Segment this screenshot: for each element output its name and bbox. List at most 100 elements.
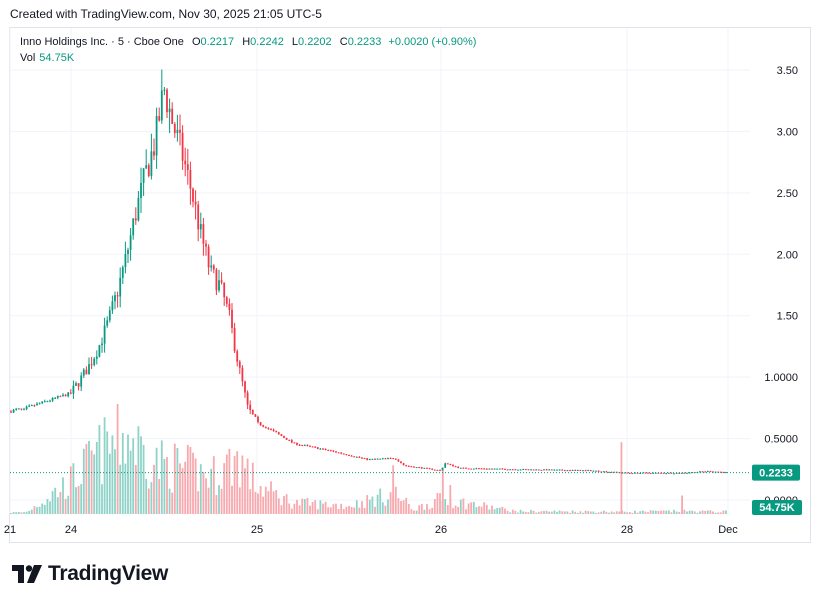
candle-body	[64, 394, 67, 397]
candle-body	[251, 410, 254, 415]
candle-body	[348, 455, 350, 457]
candle-body	[28, 405, 31, 407]
volume-bar	[207, 487, 210, 514]
candle-body	[686, 472, 688, 474]
volume-bar	[121, 433, 124, 514]
volume-bar	[623, 511, 626, 514]
volume-bar	[558, 510, 561, 514]
volume-bar	[683, 509, 686, 514]
x-axis[interactable]: 21 24 25 26 28 Dec	[4, 524, 738, 536]
volume-bar	[33, 506, 36, 514]
legend-open-value: 0.2217	[200, 36, 235, 48]
candle-body	[582, 470, 584, 472]
volume-bar	[10, 513, 12, 514]
volume-bar	[626, 512, 629, 514]
volume-bar	[324, 501, 327, 514]
volume-bar	[691, 510, 694, 514]
volume-bar	[280, 505, 283, 514]
volume-bar	[51, 491, 54, 514]
volume-bar	[46, 499, 49, 514]
volume-bar	[641, 510, 644, 514]
volume-bar	[322, 503, 324, 514]
y-tick-label: 0.5000	[764, 434, 798, 446]
candle-body	[587, 470, 590, 472]
volume-bar	[301, 498, 304, 514]
candle-body	[277, 432, 280, 435]
x-tick-label: 24	[65, 524, 77, 536]
candle-body	[498, 468, 501, 470]
volume-bar	[712, 511, 714, 514]
volume-bar	[270, 481, 272, 514]
volume-bar	[189, 446, 192, 514]
legend-low-value: 0.2202	[298, 36, 332, 48]
volume-bar	[667, 510, 670, 514]
candle-body	[527, 469, 530, 471]
volume-bar	[147, 488, 150, 514]
candle-body	[340, 452, 343, 454]
candle-body	[215, 269, 218, 291]
candle-body	[465, 467, 467, 469]
volume-bar	[561, 511, 564, 514]
volume-bar	[662, 510, 665, 514]
volume-bar	[485, 504, 488, 514]
volume-legend: Vol 54.75K	[20, 52, 74, 64]
candle-body	[363, 458, 366, 460]
volume-bar	[384, 505, 387, 514]
volume-bar	[212, 456, 215, 514]
volume-bar	[688, 510, 691, 514]
candle-body	[657, 472, 660, 474]
volume-bar	[111, 435, 114, 514]
volume-bar	[426, 504, 428, 514]
volume-bar	[12, 512, 15, 514]
tradingview-logo[interactable]: TradingView	[12, 562, 168, 586]
volume-bar	[205, 478, 207, 514]
candle-body	[342, 453, 345, 455]
candle-body	[415, 467, 418, 469]
volume-bar	[54, 487, 57, 514]
volume-bar	[587, 511, 590, 514]
volume-spike	[620, 442, 623, 514]
volume-bar	[366, 495, 369, 514]
last-price-badge-text: 0.2233	[759, 468, 793, 480]
candle-body	[706, 471, 709, 473]
volume-bar	[155, 447, 158, 514]
candle-body	[303, 445, 306, 447]
volume-bar	[644, 511, 647, 514]
volume-bar	[522, 511, 525, 514]
volume-bar	[519, 509, 522, 514]
candle-body	[433, 469, 436, 471]
volume-bar	[314, 500, 317, 514]
volume-bar	[686, 511, 688, 514]
volume-bar	[150, 482, 153, 514]
volume-bar	[405, 497, 408, 514]
candle-body	[192, 188, 194, 202]
candle-body	[127, 249, 129, 254]
volume-bar	[303, 499, 306, 514]
candle-body	[233, 327, 236, 352]
volume-bar	[699, 511, 701, 514]
volume-bar	[693, 511, 696, 514]
volume-bar	[238, 487, 241, 514]
x-tick-label: 26	[435, 524, 447, 536]
volume-bar	[98, 424, 101, 514]
candle-body	[545, 469, 548, 471]
volume-bar	[379, 488, 382, 514]
volume-bar	[535, 512, 538, 514]
volume-bar	[673, 509, 675, 514]
ohlc-legend: Inno Holdings Inc. · 5 · Cboe One O0.221…	[20, 36, 476, 48]
candle-body	[634, 472, 636, 474]
volume-bar	[181, 467, 184, 514]
legend-symbol: Inno Holdings Inc. · 5 · Cboe One	[20, 36, 184, 48]
candle-body	[10, 411, 12, 413]
candle-body	[374, 458, 376, 460]
candle-body	[621, 472, 623, 474]
volume-bar	[264, 486, 267, 514]
volume-bars	[10, 404, 727, 514]
candle-body	[654, 472, 657, 474]
candle-body	[93, 358, 96, 365]
candle-body	[121, 267, 124, 278]
volume-bar	[199, 464, 202, 514]
last-volume-badge	[752, 500, 802, 515]
